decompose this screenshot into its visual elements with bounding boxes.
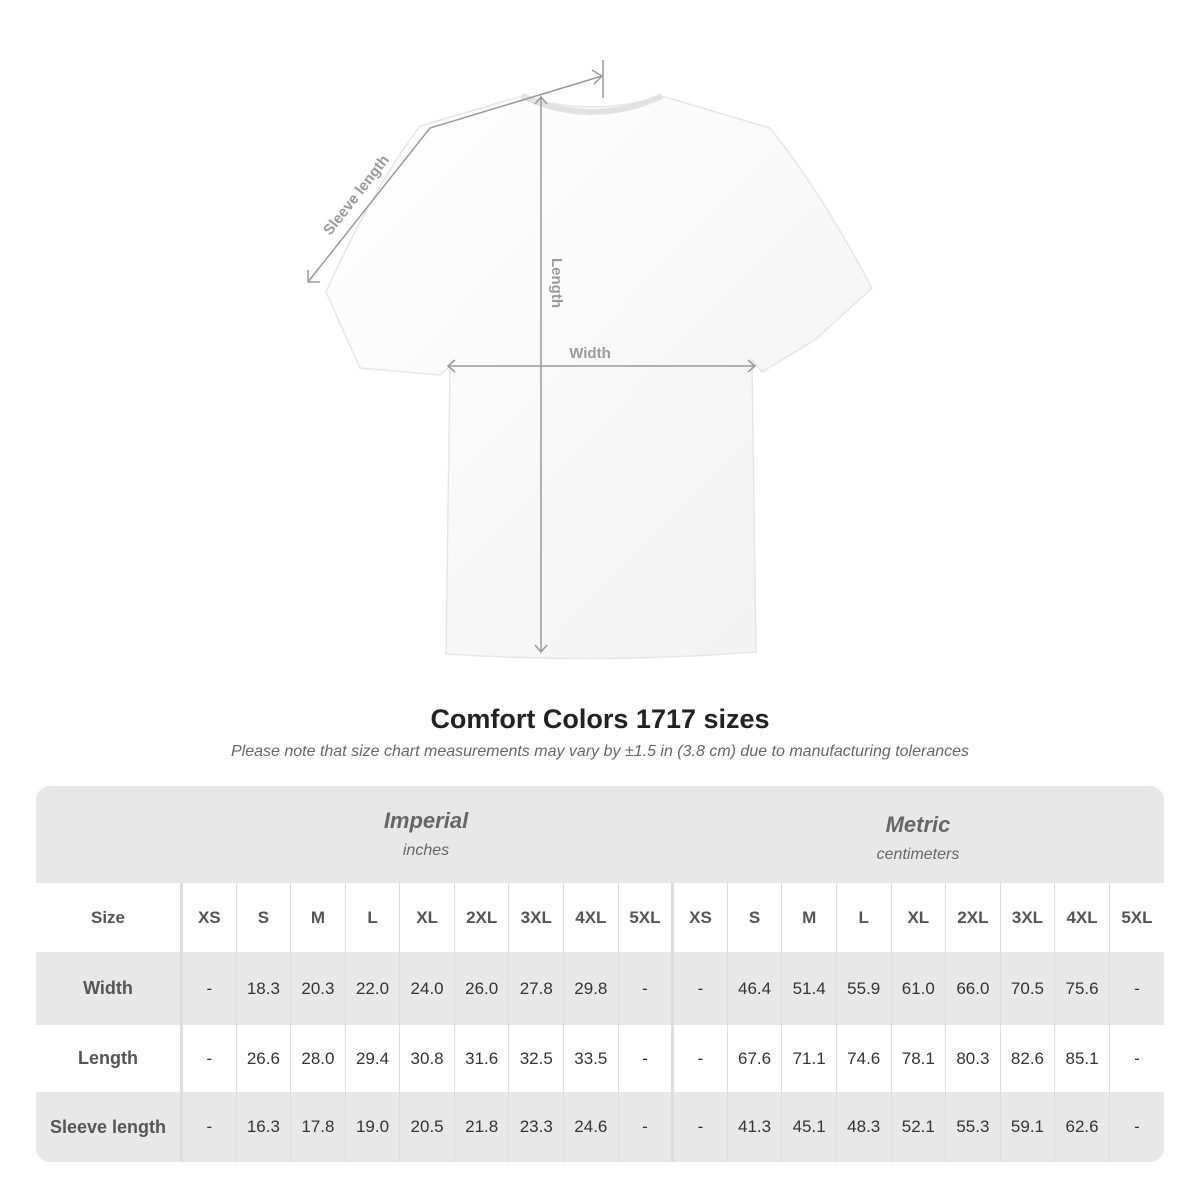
metric-value: 45.1 (781, 1092, 837, 1162)
tolerance-note: Please note that size chart measurements… (230, 743, 970, 760)
metric-title: Metric (885, 812, 951, 837)
imperial-size-4XL: 4XL (563, 883, 619, 952)
imperial-value: - (180, 1092, 237, 1162)
metric-value: 51.4 (781, 952, 837, 1025)
tshirt-shape (325, 95, 873, 660)
imperial-value: 33.5 (563, 1025, 619, 1092)
imperial-value: 26.0 (453, 952, 509, 1025)
metric-value: - (1108, 1092, 1164, 1162)
imperial-value: 20.5 (399, 1092, 455, 1162)
size-table: Imperial inches Metric centimeters Size X… (36, 786, 1164, 1162)
imperial-value: - (180, 1025, 237, 1092)
metric-value: 55.9 (835, 952, 892, 1025)
metric-value: 75.6 (1054, 952, 1110, 1025)
metric-value: 66.0 (945, 952, 1001, 1025)
imperial-size-S: S (235, 883, 291, 952)
metric-size-XS: XS (671, 883, 728, 952)
tshirt-diagram: Sleeve length Length Width (307, 60, 873, 660)
imperial-header: Imperial inches (180, 786, 672, 883)
metric-value: 48.3 (835, 1092, 892, 1162)
metric-size-L: L (835, 883, 892, 952)
metric-value: 85.1 (1054, 1025, 1110, 1092)
imperial-value: 24.6 (563, 1092, 619, 1162)
metric-value: 61.0 (890, 952, 946, 1025)
imperial-value: 17.8 (290, 1092, 346, 1162)
metric-size-S: S (726, 883, 782, 952)
row-label: Length (78, 1048, 138, 1068)
metric-value: 46.4 (726, 952, 782, 1025)
imperial-value: 30.8 (399, 1025, 455, 1092)
imperial-value: - (180, 952, 237, 1025)
imperial-value: 26.6 (235, 1025, 291, 1092)
metric-value: 78.1 (890, 1025, 946, 1092)
page-title: Comfort Colors 1717 sizes (430, 704, 770, 734)
imperial-value: 29.8 (563, 952, 619, 1025)
metric-size-XL: XL (890, 883, 946, 952)
imperial-value: 18.3 (235, 952, 291, 1025)
sleeve-length-line (307, 75, 603, 283)
metric-value: 82.6 (999, 1025, 1055, 1092)
imperial-value: - (617, 1025, 673, 1092)
imperial-title: Imperial (383, 808, 469, 833)
header-row: Size XS S M L XL 2XL 3XL 4XL 5XL XS S M L XL 2XL 3XL 4XL 5… (36, 883, 1164, 952)
imperial-value: 21.8 (453, 1092, 509, 1162)
metric-size-4XL: 4XL (1054, 883, 1110, 952)
imperial-value: 31.6 (453, 1025, 509, 1092)
metric-value: 41.3 (726, 1092, 782, 1162)
table-row: Length -26.6 28.0 29.4 30.8 31.6 32.5 33.5- -67.… (36, 1025, 1164, 1092)
metric-value: - (1108, 952, 1164, 1025)
table-row: Width -18.3 20.3 22.0 24.0 26.0 27.8 29.8- -46.4… (36, 952, 1164, 1025)
imperial-value: 20.3 (290, 952, 346, 1025)
metric-value: 59.1 (999, 1092, 1055, 1162)
metric-value: 62.6 (1054, 1092, 1110, 1162)
metric-size-3XL: 3XL (999, 883, 1055, 952)
metric-unit: centimeters (876, 846, 960, 863)
size-header: Size (90, 907, 126, 927)
metric-value: - (671, 952, 728, 1025)
imperial-size-2XL: 2XL (453, 883, 509, 952)
imperial-size-M: M (290, 883, 346, 952)
imperial-size-5XL: 5XL (617, 883, 673, 952)
metric-value: 71.1 (781, 1025, 837, 1092)
imperial-value: 32.5 (508, 1025, 564, 1092)
metric-size-M: M (781, 883, 837, 952)
imperial-value: 24.0 (399, 952, 455, 1025)
imperial-value: - (617, 952, 673, 1025)
metric-value: - (1108, 1025, 1164, 1092)
imperial-unit: inches (402, 842, 450, 859)
imperial-size-3XL: 3XL (508, 883, 564, 952)
row-label: Width (83, 978, 133, 998)
imperial-size-XS: XS (180, 883, 237, 952)
imperial-value: 23.3 (508, 1092, 564, 1162)
imperial-size-XL: XL (399, 883, 455, 952)
row-label: Sleeve length (49, 1116, 167, 1137)
metric-size-5XL: 5XL (1108, 883, 1164, 952)
metric-size-2XL: 2XL (945, 883, 1001, 952)
metric-value: 80.3 (945, 1025, 1001, 1092)
metric-value: 67.6 (726, 1025, 782, 1092)
metric-header: Metric centimeters (672, 790, 1164, 887)
width-label: Width (569, 345, 611, 362)
imperial-value: 16.3 (235, 1092, 291, 1162)
metric-value: 74.6 (835, 1025, 892, 1092)
metric-value: - (671, 1092, 728, 1162)
table-row: Sleeve length -16.3 17.8 19.0 20.5 21.8 23.3 24… (36, 1092, 1164, 1162)
metric-value: 55.3 (945, 1092, 1001, 1162)
imperial-value: 19.0 (344, 1092, 400, 1162)
metric-value: 70.5 (999, 952, 1055, 1025)
size-table-grid: Size XS S M L XL 2XL 3XL 4XL 5XL XS S M L XL 2XL 3XL 4XL 5… (36, 883, 1164, 1162)
imperial-value: - (617, 1092, 673, 1162)
imperial-size-L: L (344, 883, 400, 952)
imperial-value: 22.0 (344, 952, 400, 1025)
imperial-value: 27.8 (508, 952, 564, 1025)
imperial-value: 29.4 (344, 1025, 400, 1092)
length-label: Length (548, 258, 565, 308)
metric-value: - (671, 1025, 728, 1092)
imperial-value: 28.0 (290, 1025, 346, 1092)
metric-value: 52.1 (890, 1092, 946, 1162)
